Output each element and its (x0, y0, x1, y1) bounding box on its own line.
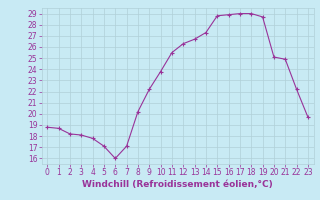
X-axis label: Windchill (Refroidissement éolien,°C): Windchill (Refroidissement éolien,°C) (82, 180, 273, 189)
